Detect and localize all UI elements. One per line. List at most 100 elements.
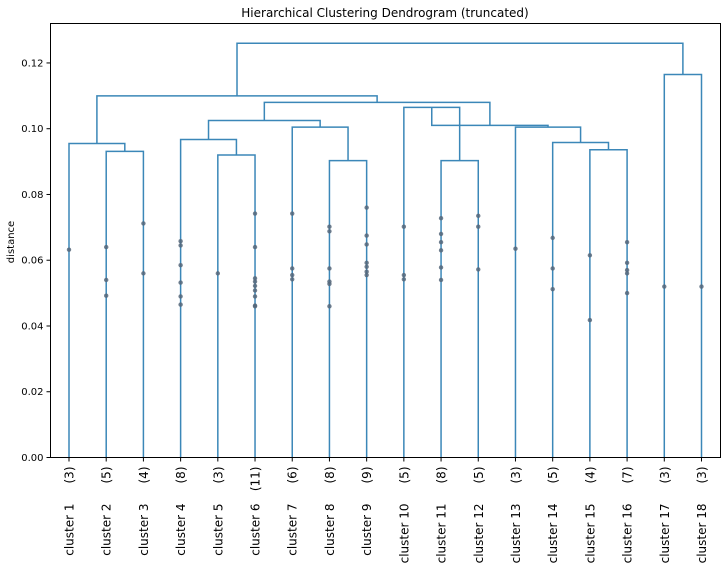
- leaf-cluster-label: cluster 18: [695, 504, 709, 564]
- dendrogram-link: [263, 101, 491, 126]
- leaf-count-label: (5): [546, 467, 560, 484]
- chart-title: Hierarchical Clustering Dendrogram (trun…: [241, 6, 528, 20]
- leaf-count-label: (4): [583, 467, 597, 484]
- leaf-point: [364, 269, 369, 274]
- dendrogram-link: [440, 159, 480, 458]
- leaf-point: [141, 221, 146, 226]
- leaf-point: [178, 238, 183, 244]
- leaf-point: [476, 213, 481, 219]
- leaf-point: [327, 266, 332, 271]
- leaf-point: [624, 267, 630, 273]
- leaf-point: [624, 290, 630, 296]
- y-tick-label: 0.10: [21, 124, 43, 135]
- leaf-point: [104, 244, 109, 250]
- y-tick-label: 0.02: [21, 387, 43, 398]
- y-axis-ticks: 0.00 0.02 0.04 0.06 0.08 0.10 0.12: [21, 58, 51, 464]
- y-axis-label: distance: [6, 221, 17, 263]
- leaf-count-label: (3): [211, 467, 225, 484]
- leaf-cluster-label: cluster 6: [249, 504, 263, 556]
- leaf-point: [252, 276, 258, 281]
- leaf-point: [178, 262, 183, 268]
- leaf-point: [401, 224, 407, 229]
- leaf-point: [364, 264, 369, 270]
- leaf-point: [364, 242, 369, 247]
- dendrogram-link: [217, 154, 256, 458]
- leaf-cluster-label: cluster 1: [63, 504, 77, 556]
- leaf-point: [178, 294, 183, 299]
- leaf-point: [624, 271, 630, 276]
- leaf-point: [290, 277, 295, 282]
- leaf-point: [401, 277, 407, 282]
- leaf-point: [178, 302, 183, 307]
- dendrogram-link: [514, 126, 582, 458]
- leaf-cluster-label: cluster 7: [286, 504, 300, 556]
- leaf-count-label: (5): [397, 467, 411, 484]
- leaf-count-label: (3): [695, 467, 709, 484]
- leaf-point: [252, 244, 258, 250]
- y-tick-label: 0.08: [21, 190, 43, 201]
- leaf-count-label: (5): [472, 467, 486, 484]
- dendrogram-link: [105, 150, 145, 458]
- leaf-point: [364, 205, 369, 210]
- leaf-point: [364, 260, 369, 266]
- leaf-point: [438, 239, 444, 245]
- leaf-point: [364, 233, 369, 238]
- dendrogram-link: [68, 142, 126, 458]
- leaf-point: [513, 246, 518, 251]
- leaf-point: [178, 280, 183, 285]
- leaf-point: [550, 235, 555, 241]
- leaf-count-label: (8): [435, 467, 449, 484]
- leaf-point: [550, 266, 555, 271]
- dendrogram-link: [328, 159, 368, 458]
- leaf-points: [66, 205, 704, 323]
- leaf-count-label: (3): [63, 467, 77, 484]
- leaf-point: [104, 293, 109, 298]
- leaf-point: [252, 304, 258, 309]
- leaf-point: [438, 265, 444, 270]
- leaf-cluster-label: cluster 10: [397, 504, 411, 564]
- leaf-point: [587, 253, 593, 258]
- leaf-cluster-label: cluster 15: [583, 504, 597, 564]
- leaf-cluster-label: cluster 9: [360, 504, 374, 556]
- leaf-point: [476, 224, 481, 229]
- leaf-point: [252, 211, 258, 216]
- dendrogram-link: [236, 42, 684, 96]
- leaf-cluster-label: cluster 17: [658, 504, 672, 564]
- leaf-count-label: (6): [286, 467, 300, 484]
- leaf-count-label: (4): [137, 467, 151, 484]
- leaf-point: [438, 215, 444, 221]
- leaf-cluster-label: cluster 16: [621, 504, 635, 564]
- leaf-point: [178, 243, 183, 248]
- leaf-count-label: (8): [174, 467, 188, 484]
- leaf-cluster-label: cluster 4: [174, 504, 188, 556]
- dendrogram-link: [589, 149, 628, 458]
- leaf-cluster-label: cluster 3: [137, 504, 151, 556]
- leaf-point: [662, 284, 667, 289]
- leaf-count-label: (8): [323, 467, 337, 484]
- dendrogram-link: [663, 73, 703, 458]
- leaf-count-label: (7): [621, 467, 635, 484]
- leaf-point: [364, 272, 369, 278]
- y-tick-label: 0.06: [21, 256, 43, 267]
- leaf-point: [624, 260, 630, 266]
- leaf-point: [699, 284, 704, 289]
- dendrogram-link: [179, 138, 238, 458]
- leaf-point: [327, 281, 332, 287]
- leaf-point: [624, 239, 630, 245]
- leaf-cluster-label: cluster 12: [472, 504, 486, 564]
- y-tick-label: 0.00: [21, 453, 43, 464]
- leaf-point: [141, 271, 146, 276]
- leaf-count-label: (11): [249, 467, 263, 492]
- leaf-point: [438, 277, 444, 283]
- leaf-cluster-label: cluster 8: [323, 504, 337, 556]
- leaf-cluster-label: cluster 11: [435, 504, 449, 564]
- leaf-point: [104, 277, 109, 283]
- leaf-count-label: (3): [658, 467, 672, 484]
- leaf-point: [327, 224, 332, 229]
- leaf-point: [290, 266, 295, 271]
- leaf-point: [587, 317, 593, 323]
- leaf-point: [290, 211, 295, 216]
- leaf-point: [252, 283, 258, 289]
- leaf-point: [438, 231, 444, 237]
